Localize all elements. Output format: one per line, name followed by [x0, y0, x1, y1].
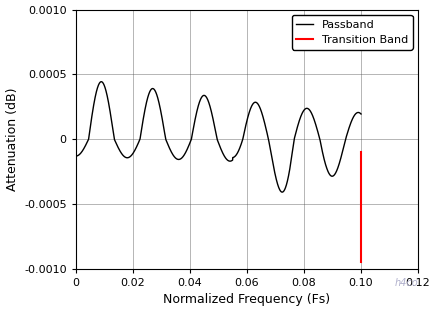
- Line: Passband: Passband: [76, 82, 361, 192]
- Passband: [259, 110, 264, 113]
- Passband: [125, 156, 130, 160]
- Transition Band: [358, 150, 364, 154]
- Y-axis label: Attenuation (dB): Attenuation (dB): [6, 87, 19, 191]
- Passband: [279, 190, 285, 194]
- Legend: Passband, Transition Band: Passband, Transition Band: [292, 15, 412, 50]
- Passband: [182, 152, 187, 156]
- Text: h4co: h4co: [394, 278, 418, 288]
- Passband: [286, 173, 291, 177]
- Passband: [73, 154, 78, 158]
- Passband: [358, 112, 364, 116]
- Passband: [244, 119, 249, 123]
- Transition Band: [358, 261, 364, 264]
- Passband: [99, 80, 104, 84]
- X-axis label: Normalized Frequency (Fs): Normalized Frequency (Fs): [164, 294, 330, 306]
- Passband: [308, 109, 313, 113]
